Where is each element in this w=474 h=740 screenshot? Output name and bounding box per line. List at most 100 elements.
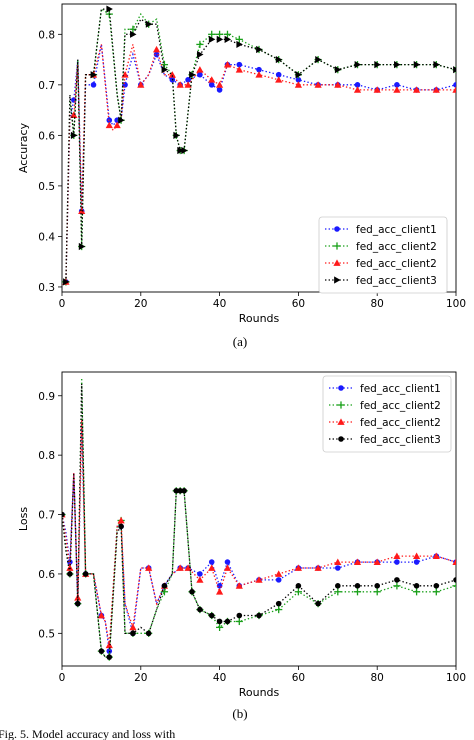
- chart1-series-2-point-23: [208, 30, 216, 38]
- chart1-legend-marker-4: [334, 276, 341, 284]
- chart2-series-4-point-2: [67, 571, 73, 577]
- chart1-series-1-point-33: [394, 82, 400, 88]
- chart2-ytick-label-0: 0.5: [38, 628, 55, 640]
- chart2-series-4-point-31: [295, 583, 302, 589]
- chart1-series-4-point-19: [177, 146, 184, 155]
- chart2-series-4-point-16: [145, 630, 152, 637]
- chart2-series-4-point-28: [236, 612, 243, 619]
- chart1-series-4-line: [65, 8, 456, 282]
- chart2-series-2-line: [62, 377, 456, 658]
- chart1-series-2-point-25: [223, 30, 232, 38]
- chart1-series-3-point-8: [105, 121, 113, 129]
- chart2-series-3: [62, 419, 456, 649]
- chart2-series-4-point-12: [118, 523, 124, 530]
- chart2-series-4-point-35: [374, 583, 381, 589]
- chart1-series-4-point-20: [181, 146, 188, 155]
- chart1-series-3-point-34: [413, 86, 421, 93]
- chart1-series-3-point-35: [432, 86, 440, 93]
- chart2-series-4-point-24: [197, 606, 203, 613]
- chart1-series-4-point-33: [374, 61, 381, 69]
- chart1-series-3-point-23: [216, 81, 224, 88]
- chart2-legend-label-2: fed_acc_client2: [360, 400, 441, 412]
- chart2-series-2-point-18: [160, 588, 169, 596]
- chart1-series-4-point-27: [256, 45, 263, 54]
- chart1-series-4-point-22: [197, 50, 204, 59]
- chart1-xtick-label-4: 80: [371, 298, 384, 310]
- chart2-series-4-point-6: [82, 571, 89, 577]
- chart1-ytick-label-4: 0.7: [38, 80, 55, 92]
- chart1-series-1-point-22: [208, 82, 215, 88]
- sublabel-b: (b): [232, 706, 247, 721]
- chart1-series-3-point-26: [255, 71, 263, 78]
- chart2-ylabel: Loss: [17, 507, 30, 531]
- chart2-series-1-point-35: [413, 559, 420, 565]
- chart1-series-4-point-12: [130, 30, 137, 38]
- chart1-xtick-label-3: 60: [292, 298, 305, 310]
- chart2-series-3-point-32: [353, 558, 362, 565]
- chart1-ytick-label-1: 0.4: [38, 231, 55, 243]
- chart2-xlabel: Rounds: [239, 686, 280, 699]
- chart2-series-2-point-39: [452, 582, 456, 590]
- chart2-series-2-point-31: [294, 588, 302, 596]
- chart1-series-1-point-25: [236, 61, 243, 68]
- chart2-series-4-point-14: [130, 630, 136, 637]
- chart2-ytick-label-1: 0.6: [38, 569, 55, 581]
- chart2-xtick-label-4: 80: [371, 672, 384, 684]
- chart2-ytick-label-4: 0.9: [38, 391, 55, 403]
- chart1-series-1-point-28: [295, 76, 302, 83]
- chart1-ytick-label-2: 0.5: [38, 181, 55, 193]
- chart1-series-2-point-16: [160, 61, 169, 69]
- chart1-legend-label-3: fed_acc_client2: [356, 258, 437, 270]
- chart1-series-4-point-23: [208, 35, 216, 43]
- chart1-legend-label-2: fed_acc_client2: [356, 241, 437, 253]
- chart2-series-2-point-37: [413, 588, 421, 596]
- chart2-series-1-point-34: [394, 559, 400, 565]
- chart1-series-3-point-18: [168, 71, 176, 78]
- chart1-legend-label-4: fed_acc_client3: [356, 275, 437, 287]
- chart2-xtick-label-5: 100: [446, 672, 466, 684]
- chart2-series-4-point-36: [394, 577, 400, 583]
- chart1-series-3-point-25: [235, 66, 243, 73]
- chart1-series-4-point-34: [394, 61, 401, 69]
- chart2-series-3-point-27: [255, 576, 263, 583]
- chart1-series-3-point-31: [353, 86, 362, 93]
- chart2-series-4-point-18: [161, 583, 168, 589]
- chart1-series-3-point-4: [78, 207, 86, 215]
- chart2-series-2-point-33: [334, 588, 342, 596]
- chart1-ytick-label-3: 0.6: [38, 130, 55, 142]
- chart1-series-3-point-24: [223, 61, 232, 68]
- chart2-series-4-point-22: [181, 487, 187, 494]
- chart2-series-2-point-30: [275, 605, 283, 614]
- chart2-legend-marker-1: [338, 385, 344, 391]
- chart1-series-3-point-36: [452, 86, 456, 93]
- chart2-series-3-point-35: [413, 552, 421, 560]
- chart2-legend-label-1: fed_acc_client1: [360, 383, 441, 395]
- chart2-series-3-point-34: [393, 552, 401, 560]
- chart1-series-4-point-14: [145, 20, 153, 28]
- chart1-series-3-point-10: [113, 121, 121, 129]
- chart1-xtick-label-0: 0: [59, 298, 66, 310]
- chart2-legend: fed_acc_client1 fed_acc_client2 fed_acc_cl…: [322, 375, 452, 453]
- chart1-legend-box: [318, 216, 448, 294]
- chart2-series-4-line: [62, 383, 456, 658]
- chart2-legend-label-4: fed_acc_client3: [360, 434, 441, 446]
- chart2-series-3-point-20: [176, 564, 184, 571]
- chart2-series-3-point-21: [184, 564, 192, 571]
- chart1-series-4-point-26: [236, 40, 243, 49]
- chart1-series-3-point-30: [334, 81, 342, 88]
- chart2-series-3-point-25: [223, 564, 232, 571]
- sublabel-a: (a): [233, 334, 247, 349]
- chart1-series-2-point-12: [129, 25, 137, 33]
- chart2-series-3-point-24: [216, 588, 224, 595]
- chart1-series-4-point-4: [78, 242, 86, 251]
- chart2-series-4-point-0: [62, 511, 65, 518]
- chart1-axes-frame: [61, 3, 457, 293]
- chart2-series-4-point-37: [413, 583, 420, 589]
- chart1-series-4-point-2: [70, 131, 78, 139]
- chart2-series-3-point-37: [452, 558, 456, 565]
- chart2-series-3-point-26: [235, 582, 243, 589]
- chart2-series-4-point-39: [453, 577, 456, 583]
- chart1-series-4-point-24: [216, 35, 224, 43]
- chart1-series-3-point-29: [314, 81, 322, 88]
- chart1-series-4-point-10: [118, 116, 125, 124]
